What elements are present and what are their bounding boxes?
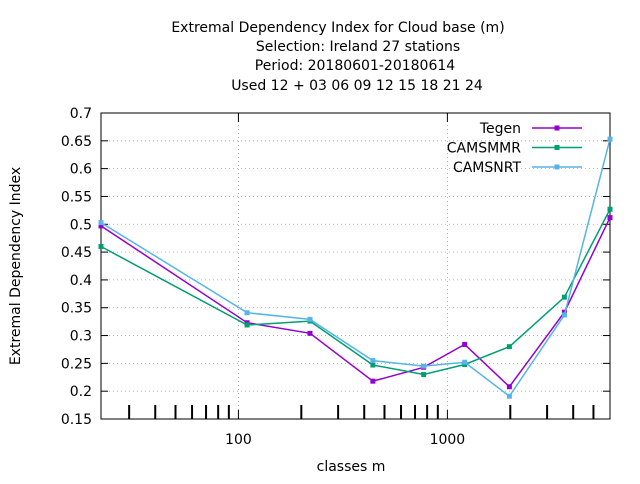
x-tick-label: 100 bbox=[225, 432, 252, 448]
data-point-tegen bbox=[506, 384, 512, 390]
chart-title-line-3: Period: 20180601-20180614 bbox=[255, 58, 455, 74]
y-tick-label: 0.3 bbox=[70, 329, 92, 345]
data-point-tegen bbox=[607, 215, 613, 221]
y-tick-label: 0.4 bbox=[70, 273, 92, 289]
series-line-camsnrt bbox=[100, 138, 611, 398]
data-point-camsmmr bbox=[370, 362, 376, 368]
y-tick-label: 0.25 bbox=[61, 356, 92, 372]
data-point-camsmmr bbox=[98, 244, 104, 250]
data-point-tegen bbox=[307, 330, 313, 336]
y-tick-label: 0.65 bbox=[61, 134, 92, 150]
y-tick-label: 0.2 bbox=[70, 384, 92, 400]
x-tick-label: 1000 bbox=[430, 432, 466, 448]
plot-frame bbox=[100, 112, 611, 420]
chart-title-line-4: Used 12 + 03 06 09 12 15 18 21 24 bbox=[231, 78, 483, 94]
data-point-camsmmr bbox=[506, 344, 512, 350]
y-tick-label: 0.6 bbox=[70, 162, 92, 178]
data-point-camsmmr bbox=[244, 322, 250, 328]
ticks-layer: 0.15 0.2 0.25 0.3 0.35 0.4 0.45 0.5 0.55 0.6 0.65 0… bbox=[61, 106, 610, 448]
legend-label-camsmmr: CAMSMMR bbox=[447, 141, 521, 157]
data-point-camsnrt bbox=[244, 310, 250, 316]
y-tick-label: 0.45 bbox=[61, 245, 92, 261]
data-point-tegen bbox=[462, 341, 468, 347]
chart-title-line-1: Extremal Dependency Index for Cloud base… bbox=[171, 20, 504, 36]
legend: Tegen CAMSMMR CAMSNRT bbox=[447, 121, 582, 176]
data-point-camsmmr bbox=[421, 371, 427, 377]
legend-marker-tegen bbox=[554, 125, 560, 131]
y-tick-label: 0.55 bbox=[61, 189, 92, 205]
y-tick-label: 0.15 bbox=[61, 412, 92, 428]
data-point-camsmmr bbox=[561, 294, 567, 300]
x-axis-label: classes m bbox=[317, 459, 386, 475]
data-point-camsnrt bbox=[307, 316, 313, 322]
data-point-camsnrt bbox=[98, 220, 104, 226]
data-point-tegen bbox=[98, 223, 104, 229]
data-point-camsnrt bbox=[506, 393, 512, 399]
legend-label-camsnrt: CAMSNRT bbox=[453, 160, 522, 176]
legend-marker-camsnrt bbox=[554, 164, 560, 170]
chart-title-line-2: Selection: Ireland 27 stations bbox=[256, 39, 460, 55]
data-point-camsnrt bbox=[462, 359, 468, 365]
y-tick-label: 0.5 bbox=[70, 217, 92, 233]
data-point-camsnrt bbox=[561, 312, 567, 318]
grid-layer bbox=[101, 113, 610, 419]
data-point-camsnrt bbox=[370, 358, 376, 364]
data-point-tegen bbox=[370, 378, 376, 384]
data-point-camsmmr bbox=[607, 206, 613, 212]
data-point-camsnrt bbox=[421, 363, 427, 369]
legend-marker-camsmmr bbox=[554, 145, 560, 150]
series-layer bbox=[98, 136, 613, 399]
data-point-camsnrt bbox=[607, 136, 613, 142]
y-tick-label: 0.7 bbox=[70, 106, 92, 122]
y-axis-label: Extremal Dependency Index bbox=[8, 167, 24, 365]
y-tick-label: 0.35 bbox=[61, 301, 92, 317]
legend-label-tegen: Tegen bbox=[479, 121, 521, 137]
